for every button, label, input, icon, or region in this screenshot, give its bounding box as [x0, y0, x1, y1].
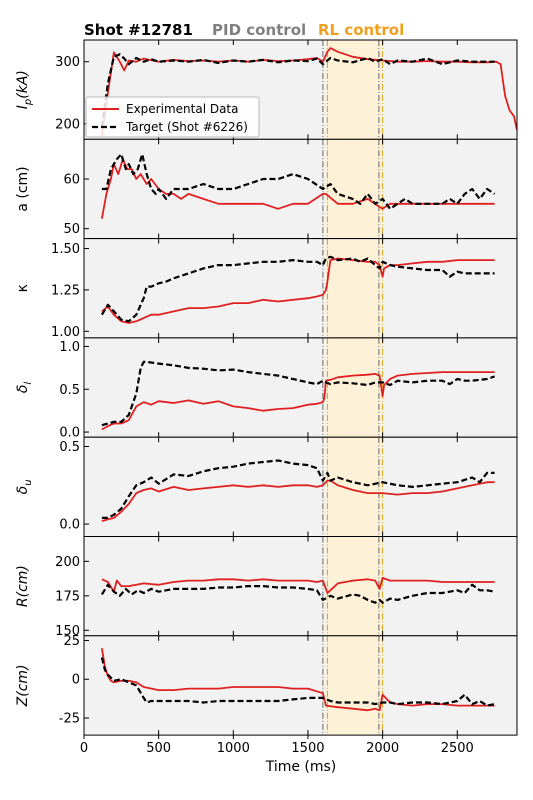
y-tick-label-a: 60	[63, 173, 80, 188]
y-tick-label-kappa: 1.00	[51, 325, 80, 340]
panel-background-kappa	[84, 238, 517, 338]
y-axis-label-ip: Ip(kA)	[15, 70, 34, 109]
y-tick-label-z: 0	[72, 673, 80, 688]
title-rl-control: RL control	[318, 21, 404, 39]
series-target-delta_u	[101, 459, 495, 519]
y-tick-label-ip: 300	[55, 55, 80, 70]
series-group-a	[101, 153, 496, 219]
rl-window-band	[325, 437, 382, 537]
x-tick-label: 1500	[291, 741, 324, 756]
y-tick-label-ip: 200	[55, 117, 80, 132]
series-target-delta_l	[101, 360, 495, 427]
legend-box	[85, 96, 260, 138]
series-target-z	[100, 657, 495, 707]
rl-window-band	[325, 635, 382, 736]
rl-window-band	[325, 238, 382, 338]
series-group-delta_u	[101, 459, 495, 522]
series-experimental-r	[101, 577, 495, 594]
x-tick-label: 500	[146, 741, 171, 756]
rl-window-band	[325, 337, 382, 438]
y-axis-label-a: a (cm)	[15, 166, 31, 211]
y-tick-label-delta_u: 0.5	[59, 440, 80, 455]
panel-kappa: 1.00 1.25 1.50 κ	[15, 238, 518, 340]
x-axis-label: Time (ms)	[265, 759, 337, 775]
series-experimental-z	[101, 648, 495, 712]
figure-title: Shot #12781 PID control RL control	[84, 21, 404, 39]
y-tick-label-r: 200	[55, 555, 80, 570]
panel-background-delta_u	[84, 437, 517, 537]
y-axis-label-r: R(cm)	[15, 565, 31, 607]
title-shot: Shot #12781	[84, 21, 193, 39]
y-tick-label-r: 150	[55, 624, 80, 639]
panel-background-z	[84, 635, 517, 736]
y-axis-label-kappa: κ	[15, 284, 31, 292]
panel-z: -25 0 25 Z(cm)	[15, 634, 518, 736]
series-group-r	[100, 577, 495, 604]
x-tick-label: 2000	[366, 741, 399, 756]
y-tick-label-delta_l: 0.0	[59, 426, 80, 441]
series-group-kappa	[100, 255, 495, 324]
y-tick-label-z: -25	[59, 712, 80, 727]
y-tick-label-delta_l: 0.5	[59, 383, 80, 398]
y-tick-label-r: 175	[55, 589, 80, 604]
panel-delta_l: 0.0 0.5 1.0 δl	[15, 337, 518, 441]
series-group-ip	[100, 47, 517, 137]
x-tick-label: 0	[80, 741, 88, 756]
series-target-a	[101, 153, 496, 210]
series-target-kappa	[100, 255, 495, 323]
title-pid-control: PID control	[212, 21, 306, 39]
x-tick-label: 2500	[441, 741, 474, 756]
series-target-ip	[100, 53, 495, 128]
panel-background-r	[84, 536, 517, 636]
panel-a: 50 60 a (cm)	[15, 138, 518, 240]
y-tick-label-kappa: 1.50	[51, 242, 80, 257]
series-experimental-kappa	[101, 257, 495, 324]
legend-label-experimental: Experimental Data	[126, 102, 239, 116]
legend-label-target: Target (Shot #6226)	[125, 120, 248, 134]
y-axis-label-z: Z(cm)	[15, 664, 31, 707]
y-tick-label-kappa: 1.25	[51, 283, 80, 298]
panel-background-a	[84, 139, 517, 239]
series-target-r	[100, 583, 495, 604]
x-tick-label: 1000	[217, 741, 250, 756]
panel-frame-z	[83, 635, 518, 736]
series-experimental-a	[101, 158, 495, 219]
y-tick-label-a: 50	[63, 222, 80, 237]
rl-window-band	[325, 40, 382, 140]
y-tick-label-delta_l: 1.0	[59, 340, 80, 355]
y-axis-label-delta_u: δu	[15, 479, 34, 494]
series-experimental-delta_u	[101, 479, 495, 522]
y-axis-label-delta_l: δl	[15, 382, 34, 394]
y-tick-label-delta_u: 0.0	[59, 518, 80, 533]
series-group-z	[100, 648, 495, 712]
panel-background-delta_l	[84, 337, 517, 438]
y-tick-label-z: 25	[63, 634, 80, 649]
series-experimental-delta_l	[101, 371, 495, 431]
series-group-delta_l	[101, 360, 495, 431]
panel-delta_u: 0.0 0.5 δu	[15, 436, 518, 538]
legend: Experimental Data Target (Shot #6226)	[85, 96, 260, 138]
x-axis: 0 500 1000 1500 2000 2500	[80, 735, 474, 756]
panel-r: 150 175 200 R(cm)	[15, 536, 518, 639]
